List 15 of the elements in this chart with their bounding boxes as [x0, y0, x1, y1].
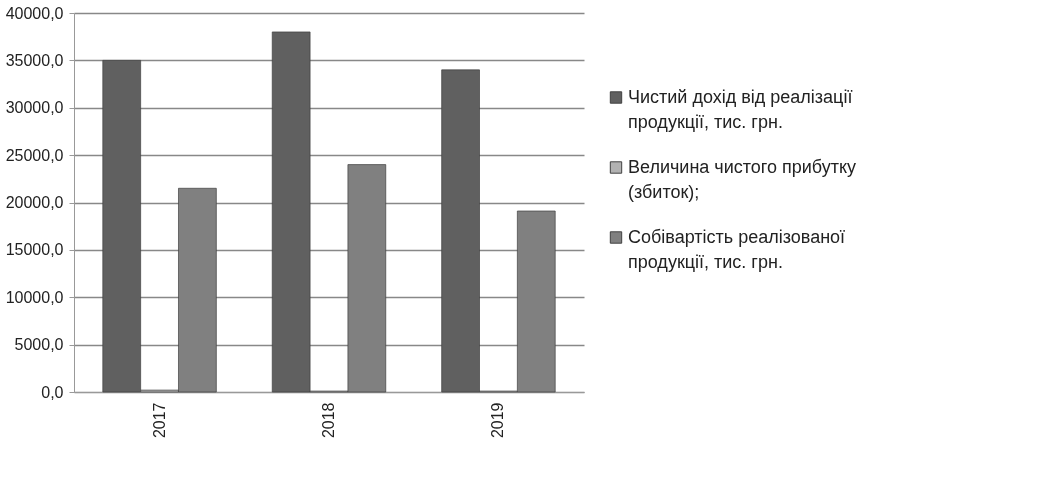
y-tick-label: 35000,0: [5, 51, 64, 69]
x-tick-label: 2019: [489, 402, 507, 439]
legend-label: Чистий дохід від реалізації продукції, тис. грн.: [628, 86, 853, 132]
y-tick-label: 20000,0: [5, 194, 64, 211]
y-tick-label: 0,0: [41, 383, 64, 401]
y-tick-label: 15000,0: [5, 241, 64, 259]
y-tick-label: 40000,0: [5, 4, 64, 22]
x-tick-label: 2018: [320, 402, 337, 439]
legend-label: Собівартість реалізованої продукції, тис. грн.: [628, 226, 846, 272]
x-tick-label: 2017: [150, 402, 168, 439]
legend-label: Величина чистого прибутку (збиток);: [628, 156, 857, 202]
y-tick-label: 25000,0: [5, 146, 64, 164]
y-tick-label: 10000,0: [5, 288, 64, 306]
y-tick-label: 30000,0: [5, 99, 64, 117]
y-tick-label: 5000,0: [14, 336, 64, 354]
